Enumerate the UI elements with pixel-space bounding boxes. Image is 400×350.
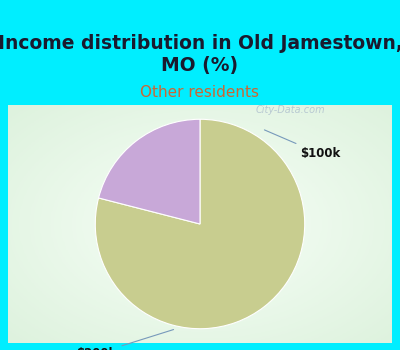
Wedge shape [95,119,305,329]
Text: $200k: $200k [76,330,174,350]
Text: Other residents: Other residents [140,85,260,100]
Text: Income distribution in Old Jamestown,
MO (%): Income distribution in Old Jamestown, MO… [0,34,400,75]
Text: $100k: $100k [264,130,340,160]
Wedge shape [98,119,200,224]
Text: City-Data.com: City-Data.com [256,105,325,115]
